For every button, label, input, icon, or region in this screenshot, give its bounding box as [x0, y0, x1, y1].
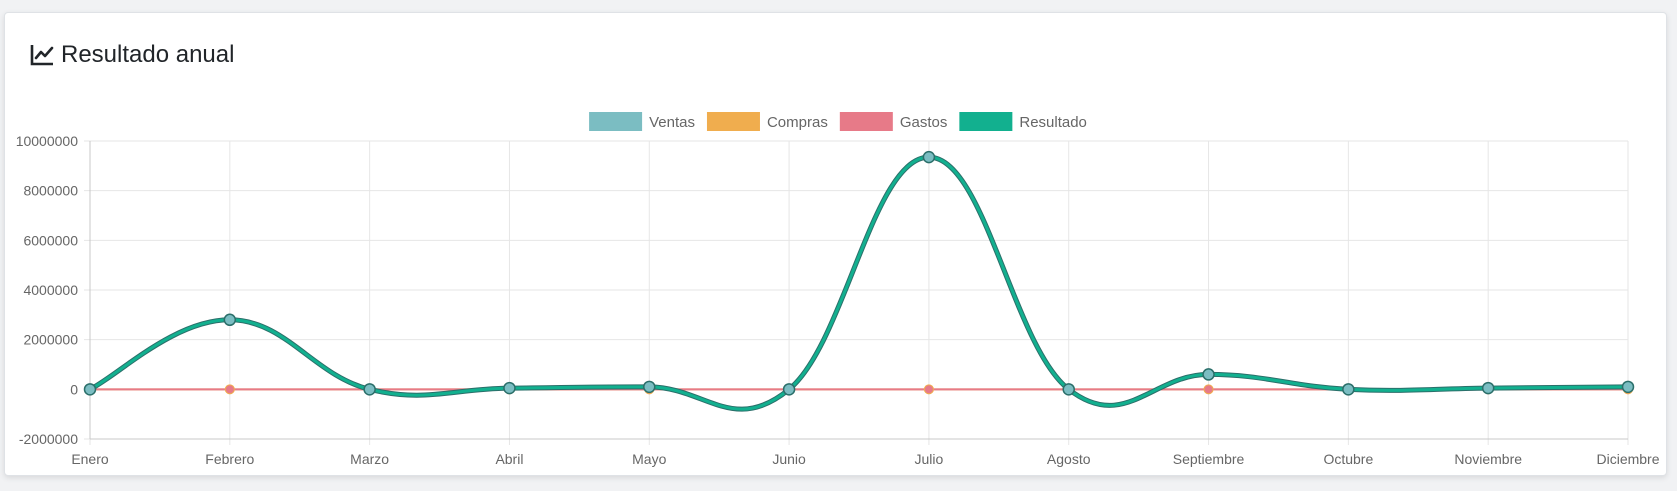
data-point-resultado[interactable]: [363, 383, 376, 396]
data-point-resultado[interactable]: [1062, 383, 1075, 396]
legend-swatch: [839, 112, 893, 131]
y-tick-label: -2000000: [19, 431, 78, 447]
x-tick-label: Marzo: [350, 451, 389, 467]
data-point-gastos[interactable]: [1204, 385, 1213, 394]
legend-item-gastos[interactable]: Gastos: [839, 112, 948, 131]
legend-item-ventas[interactable]: Ventas: [589, 112, 695, 131]
x-tick-label: Julio: [915, 451, 944, 467]
data-point-gastos[interactable]: [225, 385, 234, 394]
data-point-resultado[interactable]: [1481, 381, 1495, 395]
legend-swatch: [589, 112, 643, 131]
y-tick-label: 0: [70, 381, 78, 397]
y-tick-label: 4000000: [23, 282, 78, 298]
legend-label: Gastos: [900, 114, 948, 131]
data-point-resultado[interactable]: [503, 381, 516, 395]
data-point-resultado[interactable]: [223, 313, 237, 327]
legend-label: Compras: [767, 114, 828, 131]
x-tick-label: Noviembre: [1454, 451, 1522, 467]
y-tick-label: 6000000: [23, 232, 78, 248]
series-line-resultado: [89, 155, 1629, 411]
data-point-resultado[interactable]: [922, 150, 936, 164]
x-tick-label: Junio: [772, 451, 806, 467]
legend-label: Ventas: [649, 114, 695, 131]
line-chart-icon: [29, 42, 61, 68]
legend-item-resultado[interactable]: Resultado: [959, 112, 1087, 131]
data-point-resultado[interactable]: [643, 380, 656, 394]
y-tick-label: 2000000: [23, 332, 78, 348]
legend-swatch: [706, 112, 760, 131]
y-tick-label: 8000000: [23, 183, 78, 199]
data-point-resultado[interactable]: [83, 383, 97, 396]
legend-swatch: [959, 112, 1013, 131]
series-line-outline: [88, 154, 1629, 412]
data-point-resultado[interactable]: [782, 383, 796, 396]
x-tick-label: Septiembre: [1173, 451, 1245, 467]
x-tick-label: Diciembre: [1596, 451, 1659, 467]
x-tick-label: Abril: [495, 451, 523, 467]
data-point-resultado[interactable]: [1202, 368, 1215, 381]
series-line-ventas: [89, 155, 1629, 411]
card-header: Resultado anual: [29, 37, 234, 73]
data-point-resultado[interactable]: [1342, 383, 1355, 396]
x-tick-label: Agosto: [1047, 451, 1091, 467]
legend-item-compras[interactable]: Compras: [706, 112, 828, 131]
x-tick-label: Febrero: [205, 451, 254, 467]
x-tick-label: Octubre: [1323, 451, 1373, 467]
x-tick-label: Enero: [71, 451, 109, 467]
chart-card: Resultado anual: [4, 12, 1667, 476]
legend-label: Resultado: [1019, 114, 1087, 131]
y-tick-label: 10000000: [16, 133, 79, 149]
card-title: Resultado anual: [61, 41, 235, 68]
x-tick-label: Mayo: [632, 451, 666, 467]
data-point-resultado[interactable]: [1621, 380, 1635, 394]
data-point-gastos[interactable]: [924, 385, 933, 394]
